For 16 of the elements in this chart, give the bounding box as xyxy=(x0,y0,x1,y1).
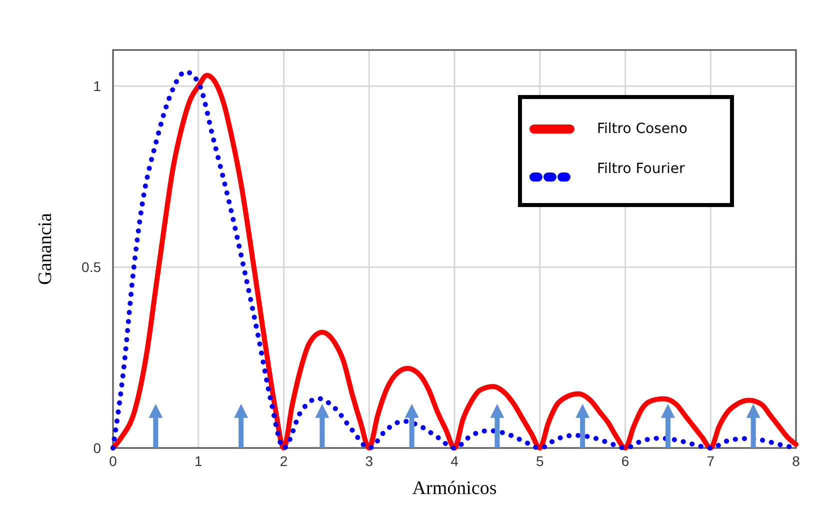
x-tick-label: 8 xyxy=(792,453,800,469)
legend-label: Filtro Fourier xyxy=(596,161,685,178)
y-tick-label: 0.5 xyxy=(82,259,102,276)
x-tick-label: 1 xyxy=(194,453,202,469)
x-tick-label: 4 xyxy=(450,453,459,469)
x-tick-label: 5 xyxy=(536,453,544,469)
x-axis-title: Armónicos xyxy=(412,478,497,499)
x-tick-label: 6 xyxy=(621,453,630,469)
x-tick-label: 3 xyxy=(365,453,374,469)
legend-label: Filtro Coseno xyxy=(596,121,688,138)
y-tick-label: 1 xyxy=(93,78,102,94)
x-tick-label: 0 xyxy=(109,453,118,469)
x-tick-label: 2 xyxy=(280,453,288,469)
x-tick-label: 7 xyxy=(706,453,715,469)
y-tick-label: 0 xyxy=(93,440,102,456)
y-axis-title: Ganancia xyxy=(35,212,56,285)
